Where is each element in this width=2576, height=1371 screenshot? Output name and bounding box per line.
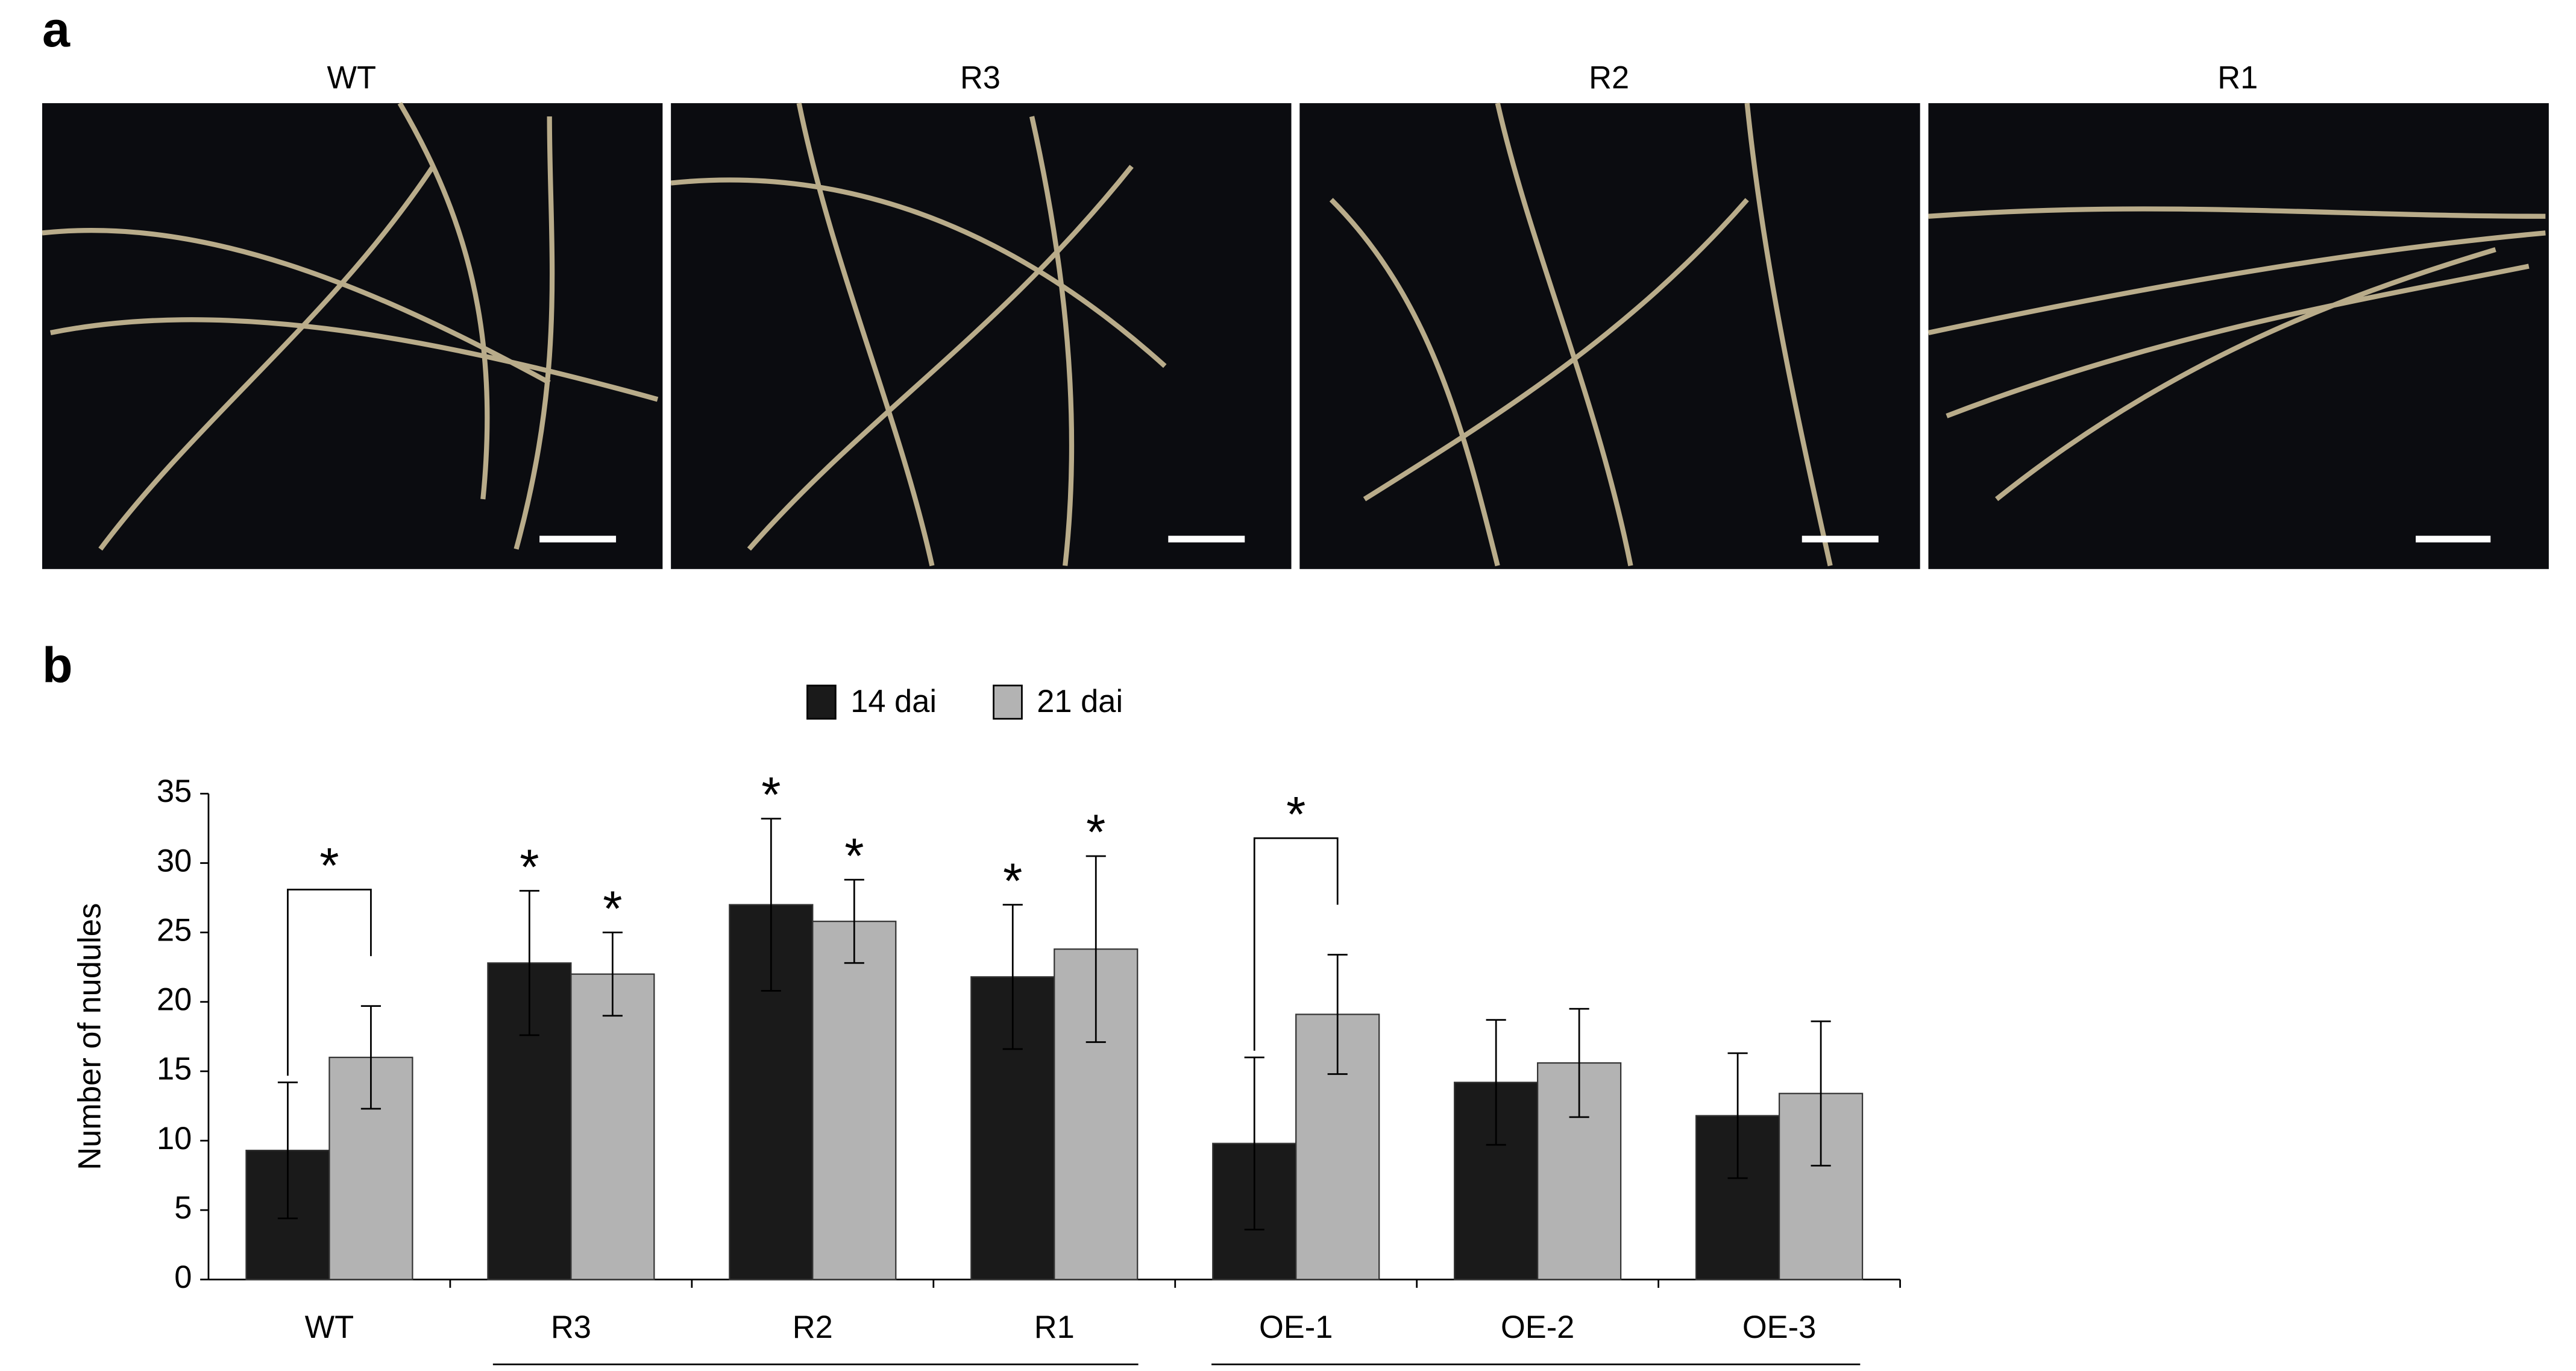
error-bar — [277, 1081, 298, 1220]
error-bar — [1727, 1052, 1748, 1179]
error-bar — [1811, 1020, 1831, 1167]
y-tick-label: 5 — [174, 1191, 192, 1226]
photos — [42, 102, 2549, 569]
photo-title: R3 — [960, 60, 1001, 95]
error-bar — [1085, 855, 1106, 1043]
y-tick-label: 0 — [174, 1260, 192, 1295]
legend-label: 21 dai — [1037, 684, 1123, 719]
photo — [42, 103, 663, 569]
bracket — [1253, 837, 1339, 1051]
bracket-star: * — [1286, 786, 1305, 842]
x-tick-label: R1 — [1034, 1310, 1075, 1345]
error-bar — [844, 878, 864, 964]
photo-title: R1 — [2217, 60, 2258, 95]
y-tick-label: 25 — [157, 913, 192, 948]
legend-swatch — [993, 684, 1023, 720]
photo — [671, 103, 1292, 569]
y-tick-label: 15 — [157, 1052, 192, 1087]
significance-star: * — [520, 839, 539, 895]
significance-star: * — [603, 880, 622, 936]
y-tick-label: 20 — [157, 983, 192, 1018]
error-bar — [602, 931, 623, 1017]
error-bar — [1486, 1019, 1506, 1146]
x-tick-label: OE-3 — [1742, 1310, 1816, 1345]
x-tick-label: OE-1 — [1259, 1310, 1333, 1345]
panel-label: a — [42, 1, 71, 57]
bar — [570, 973, 655, 1281]
error-bar — [1327, 954, 1348, 1075]
significance-star: * — [761, 767, 781, 823]
photo — [1299, 103, 1920, 569]
error-bar — [1002, 904, 1023, 1050]
error-bar — [1244, 1056, 1264, 1231]
y-tick-label: 35 — [157, 774, 192, 809]
panel-label: b — [42, 637, 73, 693]
significance-star: * — [1003, 853, 1022, 909]
roots — [42, 102, 2546, 567]
bar — [812, 921, 897, 1281]
x-tick-label: OE-2 — [1501, 1310, 1574, 1345]
legend-label: 14 dai — [850, 684, 937, 719]
bracket-star: * — [319, 837, 339, 894]
bracket — [287, 889, 372, 1076]
photo-title: R2 — [1589, 60, 1629, 95]
y-tick-label: 10 — [157, 1121, 192, 1156]
error-bar — [1569, 1007, 1589, 1118]
y-axis-title: Number of nudules — [73, 903, 108, 1170]
x-tick-label: R2 — [793, 1310, 833, 1345]
x-tick-label: WT — [305, 1310, 354, 1345]
x-tick-label: R3 — [551, 1310, 591, 1345]
legend-swatch — [806, 684, 837, 720]
y-tick-label: 30 — [157, 843, 192, 878]
error-bar — [360, 1005, 381, 1110]
photo — [1928, 103, 2549, 569]
error-bar — [761, 818, 781, 992]
photo-title: WT — [327, 60, 377, 95]
significance-star: * — [844, 828, 864, 884]
error-bar — [519, 890, 539, 1036]
significance-star: * — [1086, 804, 1105, 860]
